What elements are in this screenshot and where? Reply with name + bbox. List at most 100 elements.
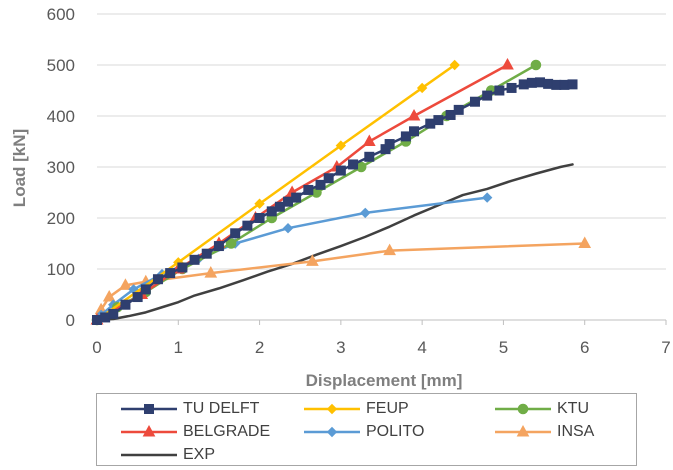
y-tick-label: 400 [47, 107, 75, 126]
data-point-tu-delft [230, 228, 241, 239]
data-point-tu-delft [469, 96, 480, 107]
data-point-tu-delft [201, 248, 212, 259]
legend-label-belgrade: BELGRADE [183, 423, 271, 440]
legend-item-ktu: KTU [493, 397, 589, 421]
legend-label-exp: EXP [183, 446, 216, 463]
legend-swatch-exp [121, 453, 177, 457]
data-point-tu-delft [445, 109, 456, 120]
x-tick-label: 0 [92, 338, 101, 357]
data-point-belgrade [362, 134, 376, 146]
data-point-tu-delft [453, 104, 464, 115]
series-layer [90, 57, 592, 326]
legend-swatch-belgrade [121, 424, 177, 437]
legend-item-feup: FEUP [302, 397, 409, 421]
legend-swatch-insa [495, 424, 551, 437]
data-point-tu-delft [213, 241, 224, 252]
data-point-tu-delft [506, 82, 517, 93]
y-tick-label: 500 [47, 56, 75, 75]
data-point-tu-delft [254, 213, 265, 223]
data-point-tu-delft [108, 308, 119, 319]
x-tick-label: 7 [661, 338, 670, 357]
data-point-tu-delft [165, 268, 176, 279]
y-axis-title: Load [kN] [10, 129, 29, 207]
data-point-feup [449, 59, 460, 71]
data-point-tu-delft [494, 85, 505, 96]
legend-item-insa: INSA [493, 420, 594, 444]
series-feup [91, 59, 460, 326]
series-line-feup [95, 63, 456, 322]
data-point-tu-delft [567, 79, 578, 90]
series-line-insa [95, 242, 586, 322]
legend-swatch-polito [304, 426, 360, 438]
legend-swatch-feup [304, 403, 360, 415]
data-point-tu-delft [335, 165, 346, 176]
series-exp [95, 163, 574, 322]
y-tick-label: 600 [47, 5, 75, 24]
legend-marker-belgrade [142, 424, 156, 437]
x-tick-label: 1 [174, 338, 183, 357]
x-tick-label: 3 [336, 338, 345, 357]
chart-legend: TU DELFT FEUP KTU BELGRADE POLITO INSA EXP [96, 393, 637, 466]
data-point-insa [578, 236, 592, 248]
data-point-insa [204, 266, 218, 278]
series-line-tu-delft [95, 81, 574, 322]
y-tick-label: 200 [47, 209, 75, 228]
gridlines [97, 13, 666, 270]
legend-item-polito: POLITO [302, 420, 424, 444]
data-point-tu-delft [120, 299, 131, 310]
data-point-polito [481, 192, 493, 203]
series-tu-delft [92, 77, 578, 325]
x-tick-label: 4 [417, 338, 426, 357]
legend-marker-ktu [517, 403, 529, 415]
data-point-tu-delft [140, 284, 151, 295]
data-point-tu-delft [315, 179, 326, 190]
legend-marker-insa [516, 424, 530, 437]
data-point-tu-delft [348, 159, 359, 170]
data-point-tu-delft [274, 201, 285, 212]
data-point-ktu [530, 59, 542, 71]
x-tick-label: 6 [580, 338, 589, 357]
series-polito [91, 192, 493, 326]
y-tick-label: 0 [66, 311, 75, 330]
data-point-polito [282, 222, 294, 234]
legend-label-insa: INSA [557, 423, 595, 440]
data-point-ktu [225, 238, 237, 249]
data-point-insa [383, 243, 396, 256]
data-point-tu-delft [482, 90, 493, 101]
legend-label-ktu: KTU [557, 400, 589, 417]
data-point-tu-delft [433, 115, 444, 126]
data-point-tu-delft [323, 173, 334, 184]
data-point-tu-delft [400, 131, 411, 142]
legend-marker-tu-delft [144, 404, 154, 414]
legend-marker-feup [326, 403, 338, 415]
data-point-belgrade [501, 57, 514, 70]
y-tick-label: 100 [47, 260, 75, 279]
data-point-tu-delft [384, 139, 395, 150]
x-axis-title: Displacement [mm] [306, 371, 463, 390]
data-point-tu-delft [303, 184, 314, 195]
legend-label-feup: FEUP [366, 400, 409, 417]
data-point-insa [119, 278, 132, 290]
data-point-feup [335, 140, 347, 151]
data-point-tu-delft [132, 292, 143, 303]
x-tick-label: 2 [255, 338, 264, 357]
legend-item-exp: EXP [119, 443, 215, 467]
legend-label-tu-delft: TU DELFT [183, 400, 260, 417]
legend-item-tu-delft: TU DELFT [119, 397, 259, 421]
legend-item-belgrade: BELGRADE [119, 420, 270, 444]
data-point-insa [102, 290, 116, 302]
load-displacement-chart: 0 100 200 300 400 500 600 0 1 2 3 4 5 6 7 Load [kN] Di… [10, 5, 671, 390]
y-tick-label: 300 [47, 158, 75, 177]
tick-labels: 0 100 200 300 400 500 600 0 1 2 3 4 5 6 7 [47, 5, 671, 357]
data-point-feup [416, 82, 428, 94]
data-point-tu-delft [189, 254, 200, 265]
data-point-polito [360, 207, 371, 219]
series-line-exp [95, 163, 574, 322]
legend-swatch-tu-delft [121, 404, 177, 414]
legend-swatch-ktu [495, 403, 551, 415]
legend-label-polito: POLITO [366, 423, 425, 440]
legend-marker-polito [326, 426, 338, 438]
data-point-tu-delft [242, 220, 253, 231]
series-line-polito [95, 196, 489, 322]
data-point-tu-delft [152, 274, 163, 285]
